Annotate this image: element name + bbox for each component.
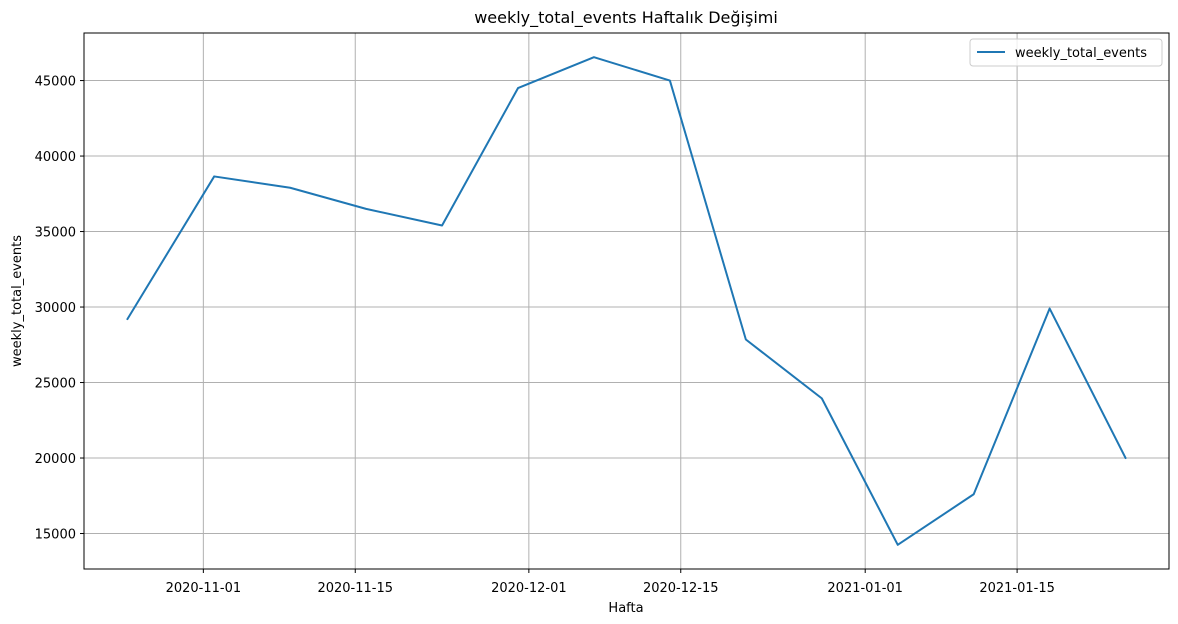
data-point	[744, 338, 748, 342]
y-tick-label: 25000	[35, 377, 76, 392]
y-gridlines	[84, 80, 1169, 535]
y-tick-label: 35000	[35, 226, 76, 241]
data-point	[125, 317, 129, 321]
x-tick-label: 2020-11-01	[166, 581, 242, 596]
legend-label: weekly_total_events	[1015, 46, 1147, 61]
data-point	[440, 224, 444, 228]
data-point	[972, 492, 976, 496]
data-point	[1124, 456, 1128, 460]
y-axis-ticks: 15000 20000 25000 30000 35000 40000 45000	[35, 75, 84, 543]
x-tick-label: 2021-01-15	[979, 581, 1055, 596]
x-axis-label: Hafta	[608, 601, 643, 616]
data-point	[1048, 307, 1052, 311]
chart-title: weekly_total_events Haftalık Değişimi	[474, 8, 778, 28]
x-axis-ticks: 2020-11-01 2020-11-15 2020-12-01 2020-12-15…	[166, 569, 1055, 596]
y-axis-label: weekly_total_events	[10, 235, 25, 367]
y-tick-label: 20000	[35, 452, 76, 467]
y-tick-label: 30000	[35, 301, 76, 316]
data-point	[364, 207, 368, 211]
y-tick-label: 40000	[35, 150, 76, 165]
x-tick-label: 2020-12-01	[491, 581, 567, 596]
data-point	[896, 543, 900, 547]
plot-frame	[83, 32, 1170, 570]
y-tick-label: 15000	[35, 528, 76, 543]
y-tick-label: 45000	[35, 75, 76, 90]
series-layer	[125, 55, 1128, 547]
x-tick-label: 2020-12-15	[643, 581, 719, 596]
series-line-weekly_total_events	[126, 56, 1127, 546]
data-point	[516, 86, 520, 90]
legend-box	[969, 38, 1163, 67]
data-point	[592, 55, 596, 59]
data-point	[288, 186, 292, 190]
x-gridlines	[202, 33, 1018, 569]
x-tick-label: 2021-01-01	[827, 581, 903, 596]
data-point	[212, 174, 216, 178]
x-tick-label: 2020-11-15	[317, 581, 393, 596]
data-point	[668, 79, 672, 83]
legend: weekly_total_events	[969, 38, 1163, 67]
data-point	[820, 396, 824, 400]
